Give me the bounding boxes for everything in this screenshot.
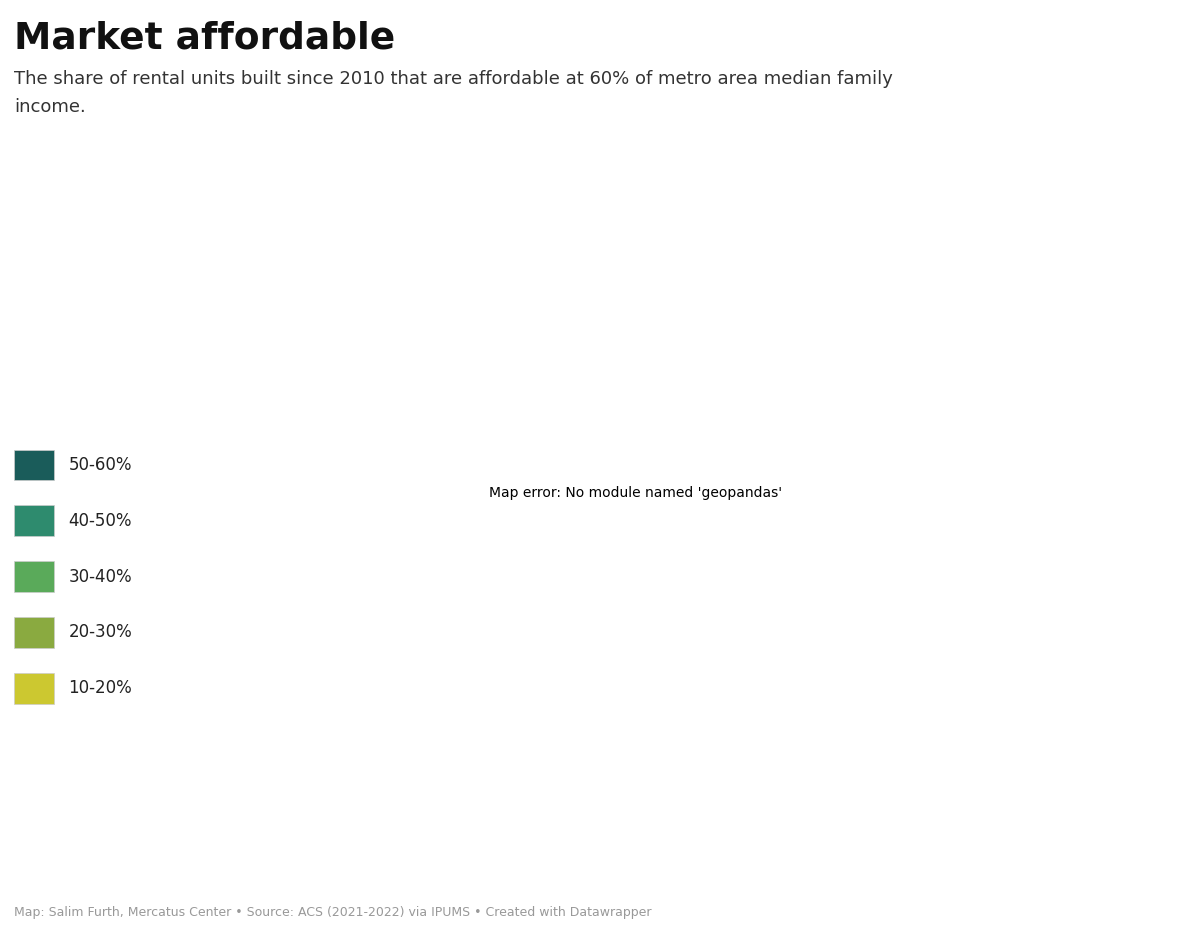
Text: 30-40%: 30-40% [68, 567, 132, 586]
FancyBboxPatch shape [14, 562, 54, 592]
Text: Market affordable: Market affordable [14, 20, 396, 57]
FancyBboxPatch shape [14, 618, 54, 647]
Text: 50-60%: 50-60% [68, 456, 132, 474]
Text: income.: income. [14, 98, 86, 115]
Text: Map error: No module named 'geopandas': Map error: No module named 'geopandas' [490, 485, 782, 500]
Text: 20-30%: 20-30% [68, 623, 132, 642]
FancyBboxPatch shape [14, 506, 54, 536]
Text: Map: Salim Furth, Mercatus Center • Source: ACS (2021-2022) via IPUMS • Created : Map: Salim Furth, Mercatus Center • Sour… [14, 906, 652, 919]
Text: 40-50%: 40-50% [68, 512, 132, 530]
Text: The share of rental units built since 2010 that are affordable at 60% of metro a: The share of rental units built since 20… [14, 70, 893, 87]
Text: 10-20%: 10-20% [68, 679, 132, 698]
FancyBboxPatch shape [14, 673, 54, 704]
FancyBboxPatch shape [14, 450, 54, 481]
